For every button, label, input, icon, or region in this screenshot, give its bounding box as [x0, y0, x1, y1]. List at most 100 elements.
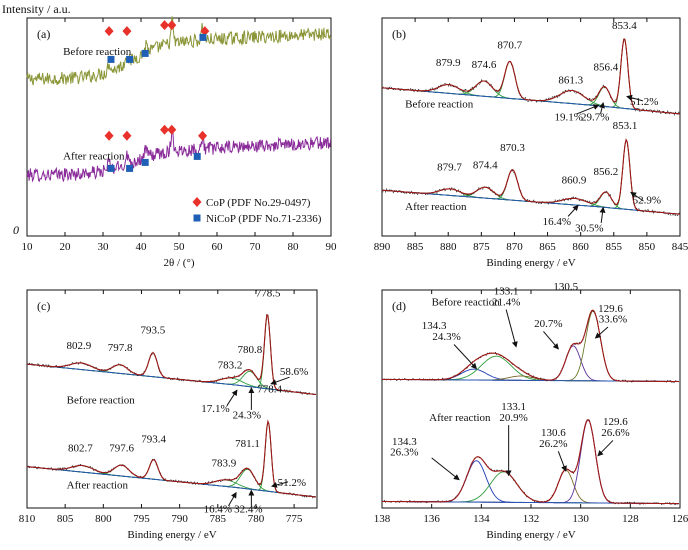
cop-marker [160, 20, 170, 31]
peak-annotation: 781.1 [235, 438, 260, 450]
x-tick-label: 132 [523, 513, 540, 525]
panel-label: (c) [37, 299, 50, 313]
peak-annotation: 33.6% [599, 314, 627, 326]
x-tick-label: 800 [95, 513, 112, 525]
peak-annotation: 16.4% [543, 216, 571, 228]
x-tick-label: 40 [136, 241, 148, 253]
peak-annotation: 52.9% [633, 194, 661, 206]
component-peak [382, 419, 679, 505]
x-tick-label: 90 [326, 241, 338, 253]
peak-annotation: 783.2 [218, 359, 243, 371]
fit-envelope-line [382, 309, 679, 383]
annotation-arrow [626, 94, 644, 102]
peak-annotation: 778.5 [256, 288, 281, 300]
peak-annotation: 856.2 [593, 166, 618, 178]
series-label: Before reaction [432, 296, 501, 308]
x-tick-label: 805 [57, 513, 74, 525]
peak-annotation: 856.4 [593, 61, 618, 73]
component-peak [382, 345, 679, 383]
x-tick-label: 790 [171, 513, 188, 525]
cop-marker [200, 26, 210, 37]
peak-annotation: 51.2% [278, 477, 306, 489]
cop-marker [167, 124, 177, 135]
cop-marker [104, 26, 114, 37]
peak-annotation: 30.5% [575, 223, 603, 235]
peak-annotation: 797.6 [109, 442, 134, 454]
x-tick-label: 810 [19, 513, 36, 525]
peak-annotation: 133.1 [494, 285, 519, 297]
x-tick-label: 845 [672, 241, 688, 253]
peak-annotation: 783.9 [212, 458, 237, 470]
x-axis-label: Binding energy / eV [486, 529, 575, 541]
nicop-marker [126, 164, 134, 172]
x-tick-label: 865 [539, 241, 556, 253]
peak-annotation: 26.6% [601, 427, 629, 439]
cop-marker [104, 130, 114, 141]
x-axis-label: 2θ / (°) [163, 257, 194, 269]
x-tick-label: 795 [133, 513, 150, 525]
x-tick-label: 880 [440, 241, 457, 253]
x-tick-label: 855 [606, 241, 623, 253]
peak-annotation: 802.7 [68, 442, 93, 454]
panel-label: (b) [392, 27, 406, 41]
x-tick-label: 80 [288, 241, 300, 253]
series-line [26, 16, 332, 86]
x-tick-label: 126 [672, 513, 688, 525]
cop-marker [198, 130, 208, 141]
x-tick-label: 860 [572, 241, 589, 253]
x-tick-label: 70 [250, 241, 262, 253]
component-peak [382, 355, 679, 383]
peak-annotation: 32.4% [234, 503, 262, 515]
peak-annotation: 26.3% [390, 447, 418, 459]
annotation-arrow [505, 309, 518, 348]
annotation-arrow [557, 451, 567, 472]
fit-envelope-line [26, 419, 316, 498]
series-label: After reaction [429, 412, 491, 424]
x-tick-label: 50 [174, 241, 186, 253]
x-tick-label: 780 [248, 513, 265, 525]
nicop-marker [199, 33, 207, 41]
nicop-marker [141, 158, 149, 166]
peak-annotation: 879.7 [437, 162, 462, 174]
cop-marker [122, 130, 132, 141]
legend-cop-icon [192, 197, 202, 207]
nicop-marker [107, 55, 115, 63]
peak-annotation: 130.5 [553, 281, 578, 293]
legend-label: CoP (PDF No.29-0497) [206, 197, 311, 209]
peak-annotation: 870.7 [497, 40, 522, 52]
x-tick-label: 128 [622, 513, 639, 525]
x-tick-label: 885 [407, 241, 424, 253]
peak-annotation: 797.8 [108, 342, 133, 354]
annotation-arrow [271, 481, 289, 488]
peak-annotation: 853.4 [612, 20, 637, 32]
peak-annotation: 129.6 [598, 303, 623, 315]
fit-envelope-line [381, 138, 681, 215]
peak-annotation: 793.4 [141, 434, 166, 446]
peak-annotation: 26.2% [539, 438, 567, 450]
x-tick-label: 890 [374, 241, 391, 253]
series-label: After reaction [63, 151, 125, 163]
peak-annotation: 853.1 [613, 120, 638, 132]
x-tick-label: 138 [374, 513, 391, 525]
peak-annotation: 19.1% [555, 111, 583, 123]
peak-annotation: 29.7% [581, 111, 609, 123]
x-axis-label: Binding energy / eV [486, 257, 575, 269]
series-label: Before reaction [405, 98, 474, 110]
legend-nicop-icon [193, 214, 201, 222]
annotation-arrow [453, 344, 478, 370]
series-label: Before reaction [63, 46, 132, 58]
peak-annotation: 861.3 [558, 74, 583, 86]
peak-annotation: 860.9 [562, 175, 587, 187]
panel-b: 890 885 880 875 870 865 860 855 850 845 Binding en… [374, 17, 688, 269]
plot-frame [26, 289, 318, 509]
cop-marker [122, 26, 132, 37]
x-tick-label: 20 [60, 241, 72, 253]
cop-marker [167, 20, 177, 31]
peak-annotation: 129.6 [603, 416, 628, 428]
panel-a: 10 20 30 40 50 60 70 80 90 2θ / (°) (a) 0 CoP (PDF N… [13, 16, 337, 269]
x-tick-label: 785 [210, 513, 227, 525]
nicop-marker [141, 49, 149, 57]
peak-annotation: 134.3 [392, 436, 417, 448]
annotation-arrow [228, 491, 237, 507]
